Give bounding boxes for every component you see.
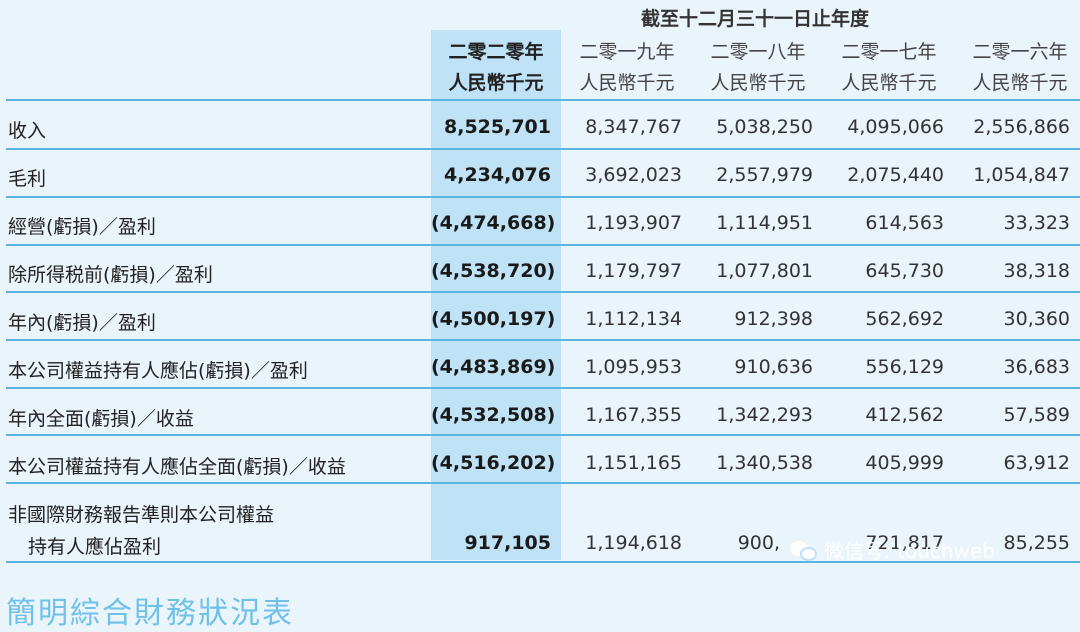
table-cell: 1,179,797 (585, 260, 682, 282)
table-cell: 912,398 (734, 308, 813, 330)
table-cell: 721,817 (865, 532, 944, 554)
row-divider (6, 339, 1080, 341)
table-cell: 1,112,134 (585, 308, 682, 330)
row-label-non-ifrs-line2: 持有人應佔盈利 (28, 536, 162, 558)
table-cell: 2,556,866 (973, 116, 1070, 138)
table-cell: 2,557,979 (716, 164, 813, 186)
table-cell: (4,532,508) (431, 404, 556, 426)
col-header-unit-2019: 人民幣千元 (579, 72, 675, 94)
col-header-year-2017: 二零一七年 (841, 41, 937, 63)
table-cell: 38,318 (1003, 260, 1070, 282)
table-cell: 1,077,801 (716, 260, 813, 282)
table-cell: (4,483,869) (431, 356, 556, 378)
row-divider (6, 434, 1080, 436)
row-divider (6, 244, 1080, 246)
row-label-gross-profit: 毛利 (8, 168, 47, 190)
row-label-non-ifrs-line1: 非國際財務報告準則本公司權益 (8, 504, 275, 526)
table-cell: (4,500,197) (431, 308, 556, 330)
table-cell: 1,095,953 (585, 356, 682, 378)
table-cell: (4,474,668) (431, 212, 556, 234)
table-cell: 8,347,767 (585, 116, 682, 138)
table-cell: 30,360 (1003, 308, 1070, 330)
table-cell: 614,563 (865, 212, 944, 234)
row-label-before-tax: 除所得税前(虧損)／盈利 (8, 264, 213, 286)
row-divider (6, 196, 1080, 198)
table-cell: 900, (737, 532, 780, 554)
period-title: 截至十二月三十一日止年度 (640, 8, 869, 30)
col-header-unit-2016: 人民幣千元 (972, 72, 1068, 94)
table-cell: 645,730 (865, 260, 944, 282)
table-cell: 1,342,293 (716, 404, 813, 426)
table-cell: 4,095,066 (847, 116, 944, 138)
table-cell: 3,692,023 (585, 164, 682, 186)
financial-summary-page: 截至十二月三十一日止年度 二零二零年 人民幣千元 二零一九年 人民幣千元 二零一… (6, 8, 1080, 631)
row-divider (6, 387, 1080, 389)
table-cell: (4,516,202) (431, 452, 556, 474)
wechat-watermark: 微信号: touchweb (790, 535, 995, 564)
table-bottom-rule (6, 561, 1080, 563)
watermark-text: 微信号: touchweb (824, 539, 995, 563)
row-divider (6, 148, 1080, 150)
col-header-unit-2018: 人民幣千元 (710, 72, 806, 94)
table-cell: 562,692 (865, 308, 944, 330)
table-cell: 5,038,250 (716, 116, 813, 138)
table-cell: 1,194,618 (585, 532, 682, 554)
current-year-highlight (431, 30, 561, 560)
table-cell: 63,912 (1003, 452, 1070, 474)
table-cell: 405,999 (865, 452, 944, 474)
col-header-year-2016: 二零一六年 (972, 41, 1068, 63)
row-divider (6, 482, 1080, 484)
col-header-year-2020: 二零二零年 (448, 41, 544, 63)
col-header-unit-2017: 人民幣千元 (841, 72, 937, 94)
col-header-unit-2020: 人民幣千元 (448, 72, 544, 94)
table-cell: 556,129 (865, 356, 944, 378)
wechat-icon (790, 539, 818, 561)
table-cell: (4,538,720) (431, 260, 556, 282)
col-header-year-2019: 二零一九年 (579, 41, 675, 63)
col-header-year-2018: 二零一八年 (710, 41, 806, 63)
row-label-attributable: 本公司權益持有人應佔(虧損)／盈利 (8, 360, 308, 382)
table-cell: 412,562 (865, 404, 944, 426)
row-label-comprehensive: 年內全面(虧損)／收益 (8, 408, 194, 430)
table-cell: 1,167,355 (585, 404, 682, 426)
table-cell: 4,234,076 (444, 164, 551, 186)
row-label-attributable-comprehensive: 本公司權益持有人應佔全面(虧損)／收益 (8, 456, 346, 478)
row-divider (6, 291, 1080, 293)
table-cell: 917,105 (464, 532, 551, 554)
row-label-revenue: 收入 (8, 120, 47, 142)
table-cell: 33,323 (1003, 212, 1070, 234)
table-cell: 1,054,847 (973, 164, 1070, 186)
table-cell: 1,340,538 (716, 452, 813, 474)
table-cell: 57,589 (1003, 404, 1070, 426)
next-section-heading: 簡明綜合財務狀況表 (6, 596, 294, 631)
table-cell: 1,193,907 (585, 212, 682, 234)
table-cell: 8,525,701 (444, 116, 551, 138)
row-label-year-profit: 年內(虧損)／盈利 (8, 312, 156, 334)
table-cell: 1,114,951 (716, 212, 813, 234)
header-divider (6, 99, 1080, 101)
table-cell: 1,151,165 (585, 452, 682, 474)
table-cell: 910,636 (734, 356, 813, 378)
table-cell: 2,075,440 (847, 164, 944, 186)
table-cell: 36,683 (1003, 356, 1070, 378)
table-cell: 85,255 (1003, 532, 1070, 554)
row-label-operating: 經營(虧損)／盈利 (8, 216, 156, 238)
